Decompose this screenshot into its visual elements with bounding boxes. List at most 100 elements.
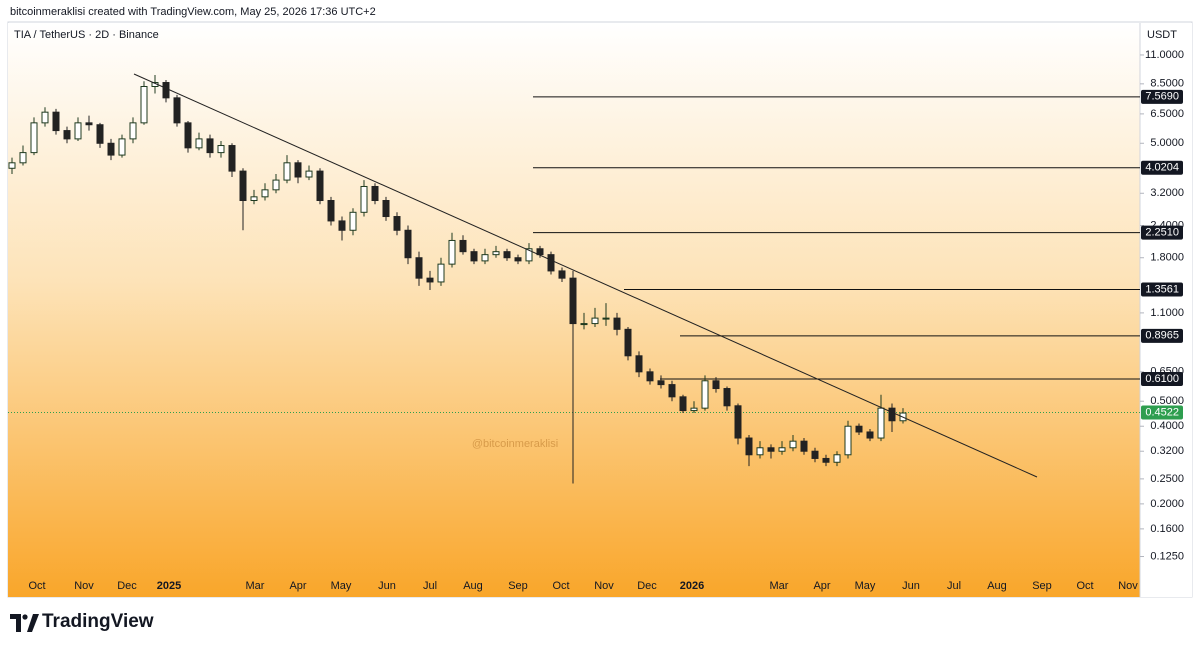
candle-body	[712, 380, 720, 390]
x-tick-label: 2026	[680, 580, 704, 592]
x-tick-label: Apr	[289, 580, 306, 592]
candle-body	[327, 200, 335, 222]
candle-body	[228, 145, 236, 172]
x-tick-label: Nov	[594, 580, 614, 592]
candle-body	[602, 317, 610, 320]
x-tick-label: Aug	[987, 580, 1007, 592]
logo	[10, 614, 39, 632]
candle-body	[888, 407, 896, 422]
y-tick-label: 0.5000	[1150, 395, 1184, 407]
x-tick-label: Nov	[74, 580, 94, 592]
candle-body	[580, 323, 588, 326]
x-tick-label: Sep	[508, 580, 528, 592]
candle-body	[778, 447, 786, 452]
candle-body	[745, 437, 753, 456]
x-tick-label: 2025	[157, 580, 181, 592]
level-label: 0.8965	[1145, 330, 1179, 342]
candle-body	[723, 388, 731, 407]
level-badge	[1141, 89, 1183, 104]
y-tick-label: 11.0000	[1145, 49, 1184, 61]
candle-body	[756, 447, 764, 456]
candle-body	[85, 122, 93, 126]
candle-body	[855, 425, 863, 433]
symbol: TIA / TetherUS · 2D · Binance	[14, 29, 159, 41]
candle-body	[525, 248, 533, 262]
candle-body	[316, 170, 324, 202]
candle-body	[338, 220, 346, 231]
candle-body	[272, 179, 280, 191]
candle-body	[800, 440, 808, 452]
candle-body	[8, 162, 16, 169]
candle-body	[30, 122, 38, 154]
x-tick-label: Jun	[378, 580, 396, 592]
candle-body	[635, 355, 643, 373]
y-tick-label: 0.4000	[1150, 420, 1184, 432]
level-badge	[1141, 328, 1183, 343]
candle-body	[481, 254, 489, 262]
candle-body	[470, 251, 478, 262]
candle-body	[668, 384, 676, 398]
y-tick-label: 6.5000	[1150, 108, 1184, 120]
level-label: 4.0204	[1145, 162, 1179, 174]
candle-body	[866, 431, 874, 439]
candle-body	[217, 145, 225, 154]
level-badge	[1141, 225, 1183, 240]
x-tick-label: Aug	[463, 580, 483, 592]
level-badge	[1141, 371, 1183, 386]
candle-body	[459, 239, 467, 253]
candle-body	[767, 447, 775, 452]
y-tick-label: 0.1600	[1150, 523, 1184, 535]
axis-layer: 11.00008.50006.50005.00003.20002.40001.8…	[28, 49, 1184, 592]
candle-body	[129, 122, 137, 140]
candle-body	[371, 185, 379, 202]
candle-body	[877, 407, 885, 439]
candle-body	[547, 254, 555, 272]
candle-body	[811, 450, 819, 459]
last-price-badge	[1141, 405, 1183, 420]
candle-body	[437, 263, 445, 283]
candle-body	[492, 251, 500, 256]
candle-body	[107, 142, 115, 156]
candle-body	[74, 122, 82, 140]
x-tick-label: Oct	[28, 580, 45, 592]
candle-body	[382, 200, 390, 218]
x-tick-label: May	[331, 580, 352, 592]
candle-body	[206, 138, 214, 154]
header: bitcoinmeraklisi created with TradingVie…	[10, 6, 376, 18]
candle-body	[41, 111, 49, 124]
candle-body	[426, 277, 434, 283]
level-badge	[1141, 282, 1183, 297]
candle-body	[503, 251, 511, 259]
candle-body	[162, 82, 170, 99]
x-tick-label: Nov	[1118, 580, 1138, 592]
candle-body	[294, 162, 302, 178]
candle-body	[184, 122, 192, 149]
y-tick-label: 0.2500	[1150, 473, 1184, 485]
last-price-label: 0.4522	[1145, 406, 1179, 418]
y-tick-label: 8.5000	[1150, 78, 1184, 90]
y-tick-label: 3.2000	[1150, 187, 1184, 199]
candle-body	[96, 124, 104, 144]
y-tick-label: 1.1000	[1150, 307, 1184, 319]
candle-body	[19, 152, 27, 164]
candle-body	[261, 189, 269, 198]
x-tick-label: Jun	[902, 580, 920, 592]
candle-body	[844, 425, 852, 456]
candle-body	[173, 97, 181, 124]
level-badge	[1141, 160, 1183, 175]
candle-body	[250, 196, 258, 202]
candle-body	[52, 111, 60, 132]
y-tick-label: 0.3200	[1150, 445, 1184, 457]
x-tick-label: Jul	[423, 580, 437, 592]
candle-body	[514, 257, 522, 262]
candle-body	[646, 371, 654, 382]
candle-body	[613, 317, 621, 330]
x-tick-label: May	[855, 580, 876, 592]
candle-body	[360, 185, 368, 213]
plot	[8, 74, 1140, 484]
candle-body	[657, 380, 665, 386]
candle-body	[239, 170, 247, 202]
candle-body	[679, 396, 687, 412]
